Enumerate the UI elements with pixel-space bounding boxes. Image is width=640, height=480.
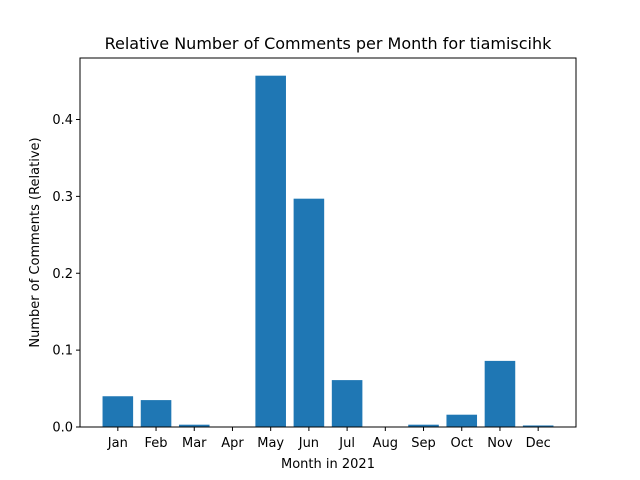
bar-mar [178, 424, 210, 427]
x-tick-label: Jul [338, 436, 355, 451]
x-axis-ticks: Jan Feb Mar Apr May Jun Jul Aug Sep Oct Nov Dec [107, 427, 551, 451]
bar-dec [522, 425, 554, 427]
y-tick-label: 0.3 [52, 190, 73, 205]
y-tick-label: 0.1 [52, 344, 73, 359]
x-tick-label: Jun [298, 436, 319, 451]
y-tick-label: 0.2 [52, 267, 73, 282]
x-tick-label: Aug [373, 436, 398, 451]
bar-jul [331, 380, 363, 427]
bars-group [102, 75, 554, 428]
y-axis-label: Number of Comments (Relative) [28, 137, 43, 347]
bar-sep [408, 424, 439, 427]
x-tick-label: Dec [526, 436, 551, 451]
y-axis-ticks: 0.0 0.1 0.2 0.3 0.4 [52, 113, 80, 436]
chart-title: Relative Number of Comments per Month fo… [105, 34, 553, 53]
plot-frame [79, 57, 577, 428]
x-tick-label: Nov [487, 436, 513, 451]
x-tick-label: Jan [107, 436, 128, 451]
x-axis-label: Month in 2021 [281, 457, 375, 472]
bar-nov [484, 360, 516, 427]
bar-may [255, 75, 286, 428]
bar-oct [446, 414, 478, 427]
x-tick-label: Feb [145, 436, 168, 451]
x-tick-label: May [257, 436, 284, 451]
x-tick-label: Sep [411, 436, 436, 451]
bar-jun [293, 198, 325, 427]
x-tick-label: Oct [451, 436, 473, 451]
bar-feb [140, 400, 172, 427]
x-tick-label: Mar [182, 436, 207, 451]
x-tick-label: Apr [221, 436, 244, 451]
bar-jan [102, 396, 134, 427]
y-tick-label: 0.4 [52, 113, 73, 128]
y-tick-label: 0.0 [52, 421, 73, 436]
